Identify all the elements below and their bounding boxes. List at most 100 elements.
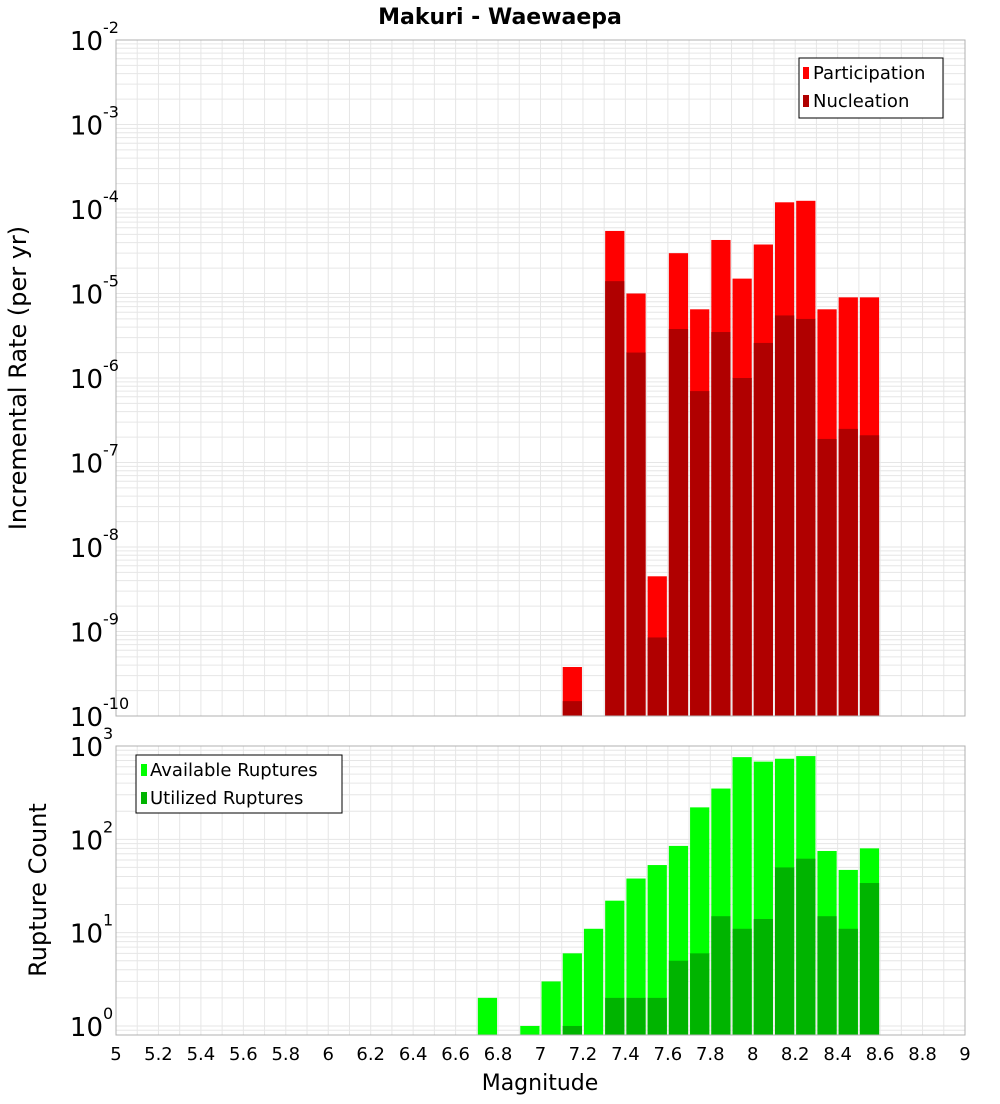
top-y-tick-exp: -8 bbox=[103, 525, 119, 544]
x-tick-label: 8.4 bbox=[823, 1044, 852, 1065]
bottom-bar-available bbox=[477, 997, 498, 1035]
bottom-bar-available bbox=[520, 1025, 540, 1035]
top-y-tick: 10 -7 bbox=[70, 441, 119, 480]
x-tick-label: 7.2 bbox=[569, 1044, 598, 1065]
bottom-bar-utilized bbox=[690, 953, 710, 1035]
bottom-y-tick-exp: 3 bbox=[103, 724, 113, 743]
top-bar-nucleation bbox=[796, 318, 816, 716]
bottom-bars bbox=[477, 756, 880, 1035]
top-bar-nucleation bbox=[774, 315, 795, 716]
bottom-bar-utilized bbox=[859, 883, 880, 1035]
top-y-tick-base: 10 bbox=[70, 703, 103, 733]
x-tick-label: 6.2 bbox=[356, 1044, 385, 1065]
x-axis-label: Magnitude bbox=[482, 1071, 599, 1096]
bottom-bar-utilized bbox=[732, 928, 752, 1035]
top-y-tick: 10 -4 bbox=[70, 187, 119, 226]
top-bars bbox=[562, 200, 880, 717]
x-tick-label: 8.6 bbox=[866, 1044, 895, 1065]
bottom-bar-utilized bbox=[774, 867, 795, 1035]
top-bar-nucleation bbox=[647, 637, 667, 716]
x-tick-label: 7.4 bbox=[611, 1044, 640, 1065]
x-tick-label: 7.6 bbox=[654, 1044, 683, 1065]
top-y-tick: 10 -6 bbox=[70, 356, 119, 395]
chart-title: Makuri - Waewaepa bbox=[378, 5, 622, 30]
top-y-tick-exp: -2 bbox=[103, 18, 119, 37]
bottom-bar-available bbox=[562, 953, 582, 1035]
x-tick-label: 5.4 bbox=[187, 1044, 216, 1065]
bottom-y-tick: 10 3 bbox=[70, 724, 113, 763]
x-tick-label: 5 bbox=[110, 1044, 121, 1065]
top-bar-nucleation bbox=[753, 342, 773, 716]
top-bar-nucleation bbox=[605, 281, 625, 716]
bottom-y-tick-base: 10 bbox=[70, 826, 103, 856]
bottom-y-tick-exp: 1 bbox=[103, 911, 113, 930]
legend-swatch-utilized bbox=[141, 792, 147, 804]
top-bar-nucleation bbox=[859, 435, 880, 716]
x-tick-label: 8 bbox=[747, 1044, 758, 1065]
top-y-tick-base: 10 bbox=[70, 534, 103, 564]
top-y-tick: 10 -9 bbox=[70, 610, 119, 649]
x-tick-label: 5.2 bbox=[144, 1044, 173, 1065]
bottom-bar-utilized bbox=[753, 919, 773, 1035]
top-y-tick-base: 10 bbox=[70, 196, 103, 226]
top-plot-frame bbox=[115, 39, 966, 717]
bottom-legend-box bbox=[135, 754, 343, 814]
x-tick-label: 6.8 bbox=[484, 1044, 513, 1065]
top-bar-nucleation bbox=[562, 701, 582, 716]
bottom-bar-utilized bbox=[668, 960, 689, 1035]
bottom-y-tick-base: 10 bbox=[70, 733, 103, 763]
bottom-bar-utilized bbox=[647, 997, 667, 1035]
top-bar-nucleation bbox=[838, 428, 858, 716]
bottom-bar-utilized bbox=[562, 1025, 582, 1035]
bottom-plot-frame bbox=[115, 745, 966, 1036]
top-y-tick-base: 10 bbox=[70, 365, 103, 395]
top-bar-nucleation bbox=[690, 391, 710, 716]
bottom-bar-available bbox=[626, 878, 646, 1035]
x-tick-label: 8.8 bbox=[908, 1044, 937, 1065]
bottom-y-tick-base: 10 bbox=[70, 1013, 103, 1043]
legend-label-utilized: Utilized Ruptures bbox=[150, 788, 303, 809]
x-tick-label: 5.6 bbox=[229, 1044, 258, 1065]
x-axis-ticks: 5 5.2 5.4 5.6 5.8 6 6.2 6.4 6.6 6.8 7 7.2 7.4 7.6 7.8 8… bbox=[110, 1044, 970, 1065]
bottom-y-tick-base: 10 bbox=[70, 920, 103, 950]
x-tick-label: 7.8 bbox=[696, 1044, 725, 1065]
legend-swatch-participation bbox=[803, 67, 809, 79]
top-y-tick-base: 10 bbox=[70, 450, 103, 480]
top-bar-nucleation bbox=[626, 352, 646, 716]
top-grid bbox=[115, 40, 966, 717]
top-y-tick: 10 -8 bbox=[70, 525, 119, 564]
bottom-bar-utilized bbox=[605, 997, 625, 1035]
bottom-bar-utilized bbox=[838, 928, 858, 1035]
bottom-legend: Available Ruptures Utilized Ruptures bbox=[135, 754, 343, 814]
x-tick-label: 6.4 bbox=[399, 1044, 428, 1065]
top-y-tick: 10 -5 bbox=[70, 272, 119, 311]
top-legend-box bbox=[798, 57, 944, 119]
top-y-axis-label: Incremental Rate (per yr) bbox=[4, 226, 32, 530]
top-y-tick-base: 10 bbox=[70, 112, 103, 142]
legend-swatch-nucleation bbox=[803, 95, 809, 107]
x-tick-label: 8.2 bbox=[781, 1044, 810, 1065]
top-y-tick-exp: -3 bbox=[103, 103, 119, 122]
x-tick-label: 6 bbox=[323, 1044, 334, 1065]
legend-label-nucleation: Nucleation bbox=[813, 91, 909, 112]
top-legend: Participation Nucleation bbox=[798, 57, 944, 119]
top-y-tick: 10 -3 bbox=[70, 103, 119, 142]
top-y-tick-exp: -5 bbox=[103, 272, 119, 291]
top-bar-nucleation bbox=[668, 329, 689, 716]
bottom-bar-utilized bbox=[817, 916, 837, 1035]
top-y-tick-exp: -4 bbox=[103, 187, 119, 206]
top-y-tick-base: 10 bbox=[70, 281, 103, 311]
top-bar-nucleation bbox=[732, 378, 752, 716]
bottom-bar-utilized bbox=[626, 997, 646, 1035]
top-y-tick-base: 10 bbox=[70, 619, 103, 649]
bottom-bar-utilized bbox=[711, 916, 731, 1035]
top-y-tick-exp: -6 bbox=[103, 356, 119, 375]
legend-label-participation: Participation bbox=[813, 63, 925, 84]
top-y-tick: 10 -2 bbox=[70, 18, 119, 57]
bottom-y-axis-label: Rupture Count bbox=[24, 803, 52, 977]
top-bar-nucleation bbox=[711, 332, 731, 716]
